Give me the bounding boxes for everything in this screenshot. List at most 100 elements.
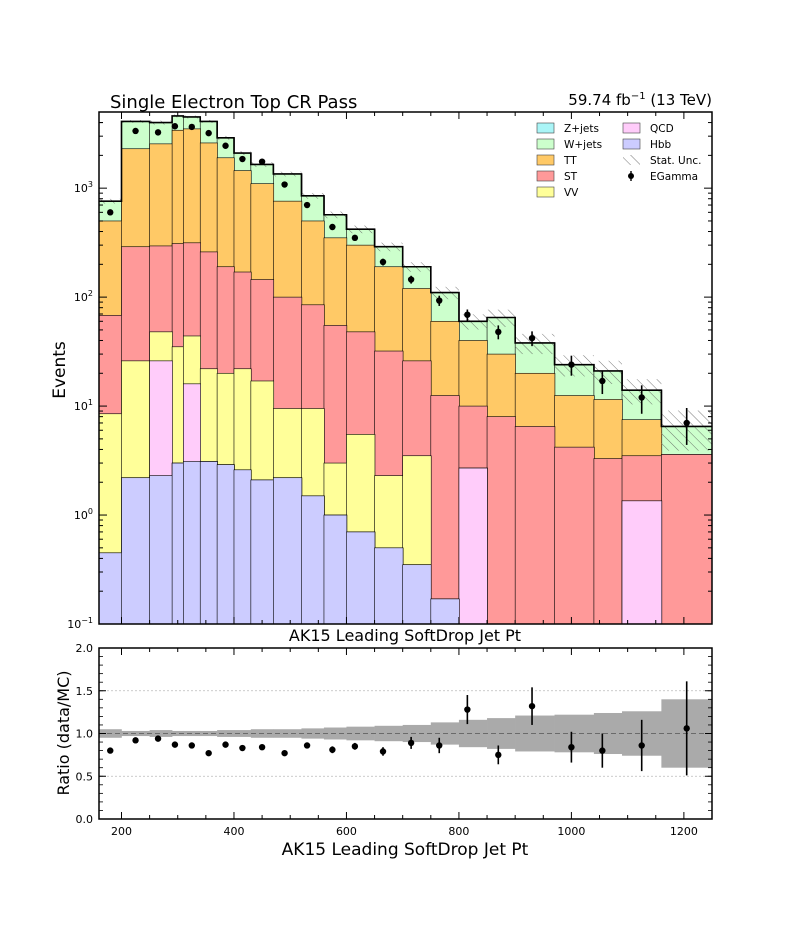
ratio-x-tick-label: 800: [448, 825, 469, 838]
data-point: [239, 155, 246, 163]
stack-total-outline: [99, 115, 712, 428]
legend: Z+jets QCD W+jets Hbb TT Stat. Unc. ST EGamma VV: [536, 122, 701, 199]
stack-outline: [99, 115, 712, 428]
data-point: [258, 158, 266, 165]
legend-label-egamma: EGamma: [650, 171, 698, 183]
ratio-point: [436, 742, 443, 749]
ratio-point: [281, 749, 288, 757]
energy-label: (13 TeV): [646, 91, 712, 109]
legend-label-w-jets: W+jets: [564, 139, 602, 151]
ratio-x-tick-label: 400: [223, 825, 244, 838]
data-point: [528, 334, 536, 342]
main-y-tick-label: 10−1: [67, 616, 93, 631]
ratio-x-tick-label: 600: [336, 825, 357, 838]
ratio-point: [222, 741, 229, 748]
data-point: [329, 223, 336, 231]
ratio-point: [205, 749, 212, 757]
stack-bar-st: [593, 458, 623, 624]
ratio-unc-bin: [402, 724, 432, 743]
ratio-point: [638, 742, 645, 749]
stack-bar-st: [430, 395, 460, 624]
ratio-point: [568, 743, 575, 751]
ratio-point: [171, 741, 179, 748]
main-x-ticks: [120, 112, 685, 624]
data-point: [638, 394, 645, 401]
legend-swatch-qcd: [622, 122, 641, 134]
ratio-point: [303, 742, 311, 749]
ratio-x-tick-label: 1200: [670, 825, 698, 838]
legend-swatch-vv: [536, 186, 555, 198]
stack-bar-hbb: [250, 479, 275, 624]
stack-bar-st: [661, 454, 712, 624]
legend-swatch-stat-unc: [623, 155, 640, 165]
data-point: [154, 129, 162, 136]
stack-bar-hbb: [121, 477, 151, 624]
data-point: [568, 361, 575, 368]
ratio-point: [464, 706, 471, 713]
ratio-point: [132, 737, 139, 744]
stack-bar-hbb: [346, 531, 376, 624]
stack-bar-hbb: [171, 462, 185, 624]
ratio-x-tick-label: 200: [111, 825, 132, 838]
ratio-panel: 200 400 600 800 1000 1200 0.0 0.5 1.0 1.5 2.0 Rat…: [54, 642, 713, 860]
data-point: [495, 328, 502, 336]
main-y-tick-label: 101: [74, 398, 93, 413]
ratio-x-label: AK15 Leading SoftDrop Jet Pt: [282, 840, 529, 860]
stat-unc-bin: [593, 360, 623, 384]
main-y-tick-label: 102: [74, 289, 93, 304]
data-point: [171, 123, 179, 130]
stack-bar-qcd: [621, 500, 663, 624]
data-point: [379, 258, 387, 266]
stack-bar-hbb: [430, 598, 460, 624]
data-point: [222, 142, 229, 149]
ratio-x-tick-label: 1000: [557, 825, 585, 838]
ratio-point: [495, 751, 502, 759]
data-point: [303, 201, 311, 209]
ratio-point: [379, 748, 387, 755]
stack-bar-hbb: [183, 461, 201, 624]
ratio-y-tick-label: 1.0: [76, 728, 94, 741]
ratio-y-tick-label: 2.0: [76, 642, 94, 655]
ratio-unc-bin: [233, 730, 252, 737]
stat-unc-bin: [515, 333, 555, 355]
data-point: [683, 419, 690, 427]
ratio-point: [188, 742, 195, 749]
legend-swatch-hbb: [622, 138, 641, 150]
chart-title: Single Electron Top CR Pass: [110, 92, 357, 113]
data-point: [188, 123, 195, 131]
stack-bar-hbb: [374, 547, 404, 624]
ratio-point: [329, 746, 336, 753]
ratio-point: [528, 702, 536, 710]
ratio-unc-bin: [200, 730, 218, 737]
data-point: [107, 209, 114, 216]
main-y-tick-label: 103: [74, 180, 93, 195]
ratio-point: [351, 743, 359, 750]
legend-swatch-z-jets: [536, 122, 555, 134]
legend-label-vv: VV: [564, 187, 579, 199]
stack-bar-hbb: [149, 475, 173, 624]
stack-bar-st: [514, 426, 556, 624]
ratio-unc-bin: [301, 728, 325, 739]
ratio-point: [154, 735, 162, 742]
stack-bar-qcd: [458, 467, 488, 624]
main-y-tick-label: 100: [74, 507, 93, 522]
data-point: [436, 297, 443, 304]
ratio-y-tick-label: 0.0: [76, 813, 94, 826]
ratio-unc-bin: [149, 730, 173, 737]
stack-bar-hbb: [301, 495, 325, 624]
ratio-unc-bin: [172, 730, 184, 737]
data-point: [407, 276, 415, 283]
ratio-y-axis: 0.0 0.5 1.0 1.5 2.0: [76, 642, 712, 826]
stack-bar-hbb: [233, 469, 252, 624]
main-x-label: AK15 Leading SoftDrop Jet Pt: [289, 626, 521, 645]
legend-swatch-w-jets: [536, 138, 555, 150]
ratio-point: [239, 744, 246, 752]
data-point: [351, 234, 359, 242]
main-y-axis: 10−1 100 101 102 103: [67, 111, 712, 631]
lumi-exponent: −1: [631, 91, 646, 102]
ratio-point: [407, 739, 415, 747]
ratio-points: [107, 681, 690, 776]
stack-bar-hbb: [199, 461, 218, 624]
data-point: [205, 129, 212, 137]
